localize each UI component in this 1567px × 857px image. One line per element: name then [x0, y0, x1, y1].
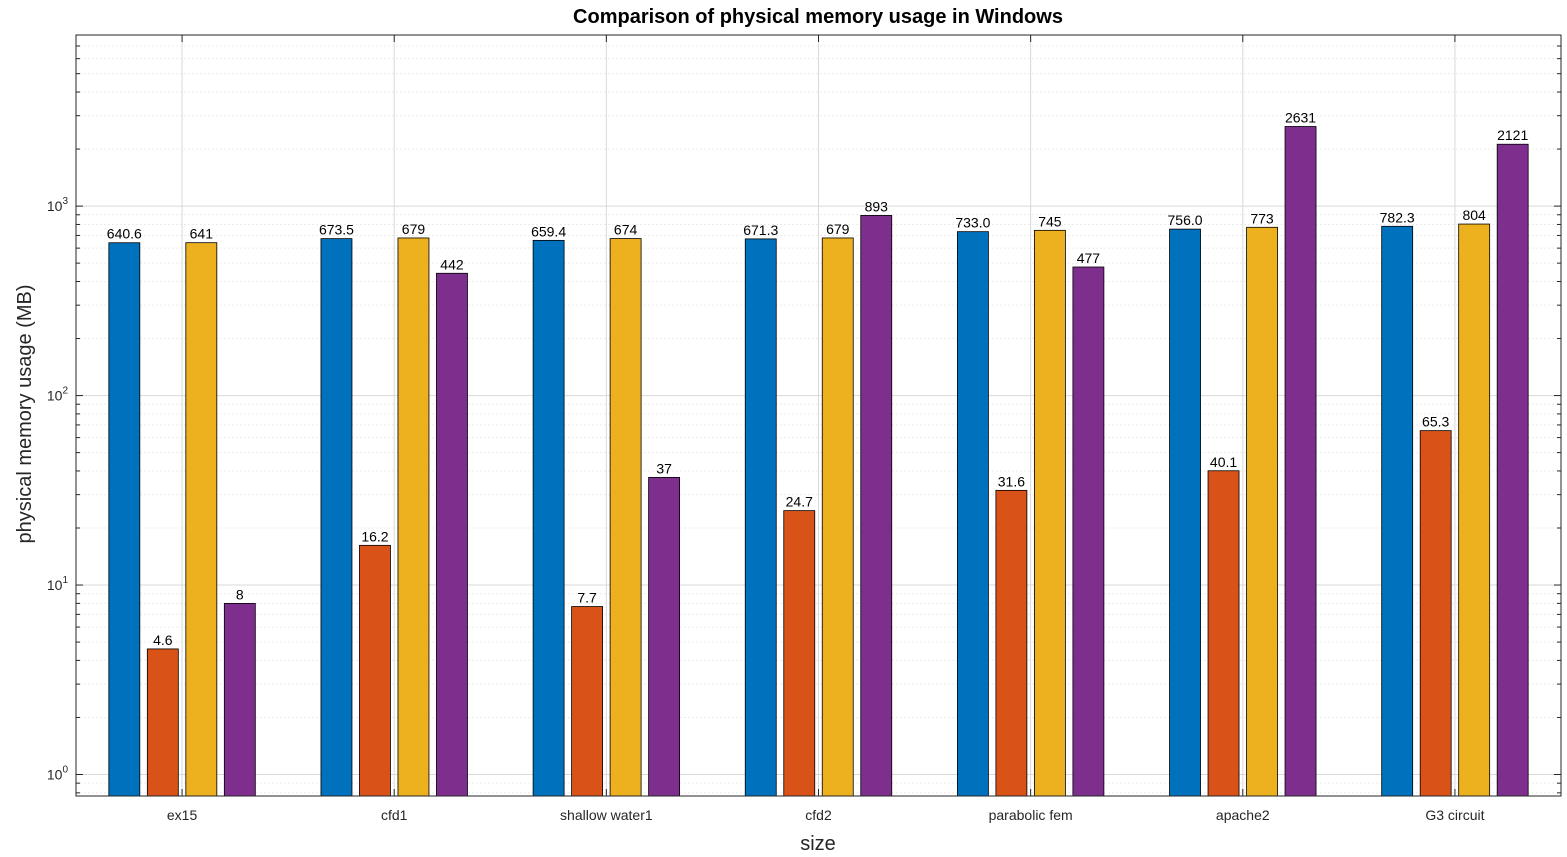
data-label: 2121 [1497, 127, 1528, 143]
bar [744, 238, 777, 797]
bar [436, 272, 468, 797]
data-label: 679 [826, 221, 850, 237]
ticks: ex15 cfd1 shallow water1 cfd2 parabolic fem a… [47, 34, 1561, 823]
data-label: 756.0 [1168, 212, 1203, 228]
data-label: 733.0 [955, 215, 990, 231]
x-tick-label: shallow water1 [560, 807, 653, 823]
data-label: 442 [440, 256, 464, 272]
x-tick-label: ex15 [167, 807, 198, 823]
bar [571, 606, 604, 797]
data-label: 477 [1077, 250, 1101, 266]
bar [223, 602, 256, 797]
bar [1496, 143, 1529, 797]
data-label: 745 [1038, 213, 1062, 229]
bar [185, 242, 218, 797]
y-axis-label: physical memory usage (MB) [14, 285, 36, 544]
data-label: 782.3 [1380, 209, 1415, 225]
bar [146, 648, 179, 797]
x-axis-label: size [800, 833, 836, 855]
data-label: 804 [1462, 207, 1486, 223]
data-label: 893 [865, 198, 889, 214]
bar [108, 242, 141, 797]
y-tick-label: 102 [47, 386, 69, 404]
bar [1033, 229, 1066, 797]
bar [609, 238, 642, 797]
bar [532, 239, 565, 797]
data-label: 641 [190, 226, 214, 242]
bar [1419, 430, 1452, 797]
bar [1381, 225, 1414, 797]
data-label: 7.7 [577, 590, 597, 606]
data-label: 659.4 [531, 223, 566, 239]
bar [648, 476, 681, 797]
data-label: 674 [614, 222, 638, 238]
x-tick-label: apache2 [1216, 807, 1270, 823]
data-label: 2631 [1285, 110, 1316, 126]
grid [76, 34, 1561, 796]
data-label: 16.2 [361, 528, 388, 544]
bar [1458, 223, 1491, 797]
bar [821, 237, 854, 797]
x-tick-label: cfd2 [805, 807, 832, 823]
x-tick-label: G3 circuit [1425, 807, 1484, 823]
bar [359, 544, 391, 797]
data-label: 4.6 [153, 632, 173, 648]
bar [397, 237, 430, 797]
data-label: 673.5 [319, 222, 354, 238]
data-label: 8 [236, 586, 244, 602]
data-label: 37 [656, 460, 672, 476]
data-label: 65.3 [1422, 414, 1449, 430]
y-tick-label: 103 [47, 196, 69, 214]
data-label: 640.6 [107, 226, 142, 242]
bar [783, 510, 816, 797]
bar [1207, 470, 1240, 797]
bar [956, 231, 989, 797]
bar [860, 215, 893, 797]
x-tick-label: parabolic fem [989, 807, 1073, 823]
chart-title: Comparison of physical memory usage in W… [573, 6, 1063, 28]
data-label: 679 [402, 221, 426, 237]
data-label: 773 [1250, 210, 1274, 226]
bar [1284, 126, 1317, 797]
bar [1072, 266, 1105, 797]
y-tick-label: 101 [47, 575, 69, 593]
data-label: 40.1 [1210, 454, 1237, 470]
x-tick-label: cfd1 [381, 807, 408, 823]
data-label: 31.6 [998, 473, 1025, 489]
bar [995, 489, 1028, 797]
data-label: 671.3 [743, 222, 778, 238]
bars [108, 126, 1529, 797]
bar [320, 238, 353, 797]
data-label: 24.7 [786, 494, 813, 510]
bar [1169, 228, 1201, 797]
bar [1246, 226, 1278, 797]
data-labels: 640.6 673.5 659.4 671.3 733.0 756.0 782.3 4.6 16… [107, 110, 1529, 648]
y-tick-label: 100 [47, 764, 69, 782]
